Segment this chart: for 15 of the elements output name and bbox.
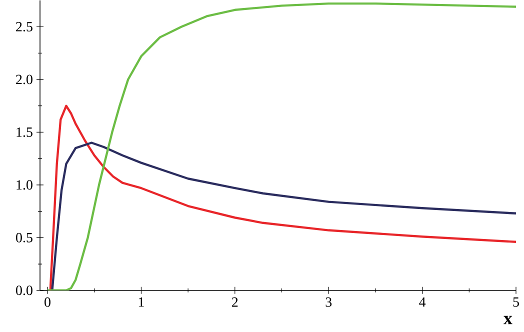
x-axis-title: x bbox=[504, 316, 512, 324]
y-tick-label: 1.5 bbox=[16, 127, 32, 137]
line-series bbox=[51, 141, 516, 290]
y-tick-label: 1.0 bbox=[16, 180, 32, 190]
line-series bbox=[49, 104, 516, 290]
y-tick-label: 0.0 bbox=[16, 285, 32, 295]
y-tick-label: 2.5 bbox=[16, 22, 32, 32]
x-tick-label: 5 bbox=[513, 297, 519, 307]
x-tick-label: 4 bbox=[419, 297, 426, 306]
x-tick-label: 1 bbox=[138, 297, 144, 306]
y-tick-label: 0.5 bbox=[16, 232, 32, 242]
y-tick-label: 2.0 bbox=[16, 74, 32, 84]
x-tick-label: 0 bbox=[44, 297, 50, 307]
x-tick-label: 3 bbox=[326, 297, 332, 307]
x-tick-label: 2 bbox=[232, 297, 238, 307]
